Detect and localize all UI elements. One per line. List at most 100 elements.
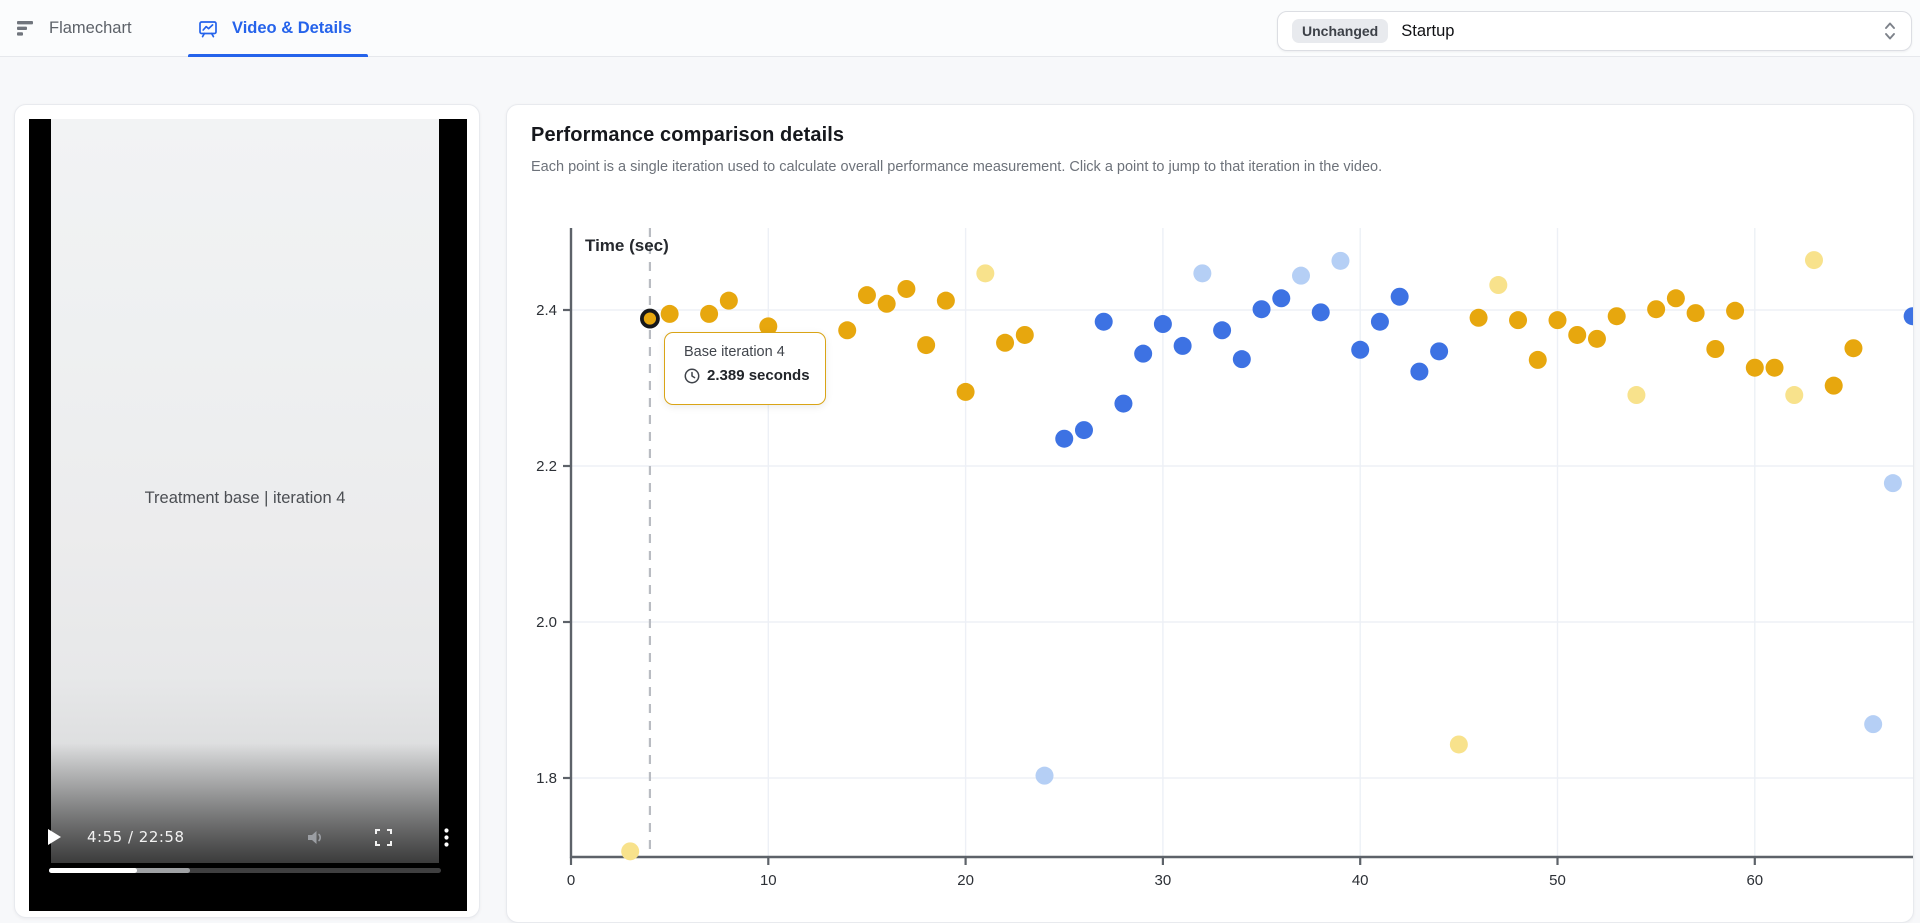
data-point-base[interactable] (1686, 304, 1705, 323)
data-point-treatment-outlier[interactable] (1331, 251, 1350, 270)
chevron-up-down-icon (1885, 22, 1895, 40)
data-point-base[interactable] (1015, 325, 1034, 344)
kebab-menu-icon[interactable] (444, 827, 449, 847)
point-tooltip: Base iteration 4 2.389 seconds (664, 332, 826, 405)
video-card: Treatment base | iteration 4 4:55 / 22:5… (14, 104, 480, 918)
flamechart-icon (17, 21, 33, 36)
data-point-base[interactable] (838, 321, 857, 340)
data-point-base[interactable] (1469, 308, 1488, 327)
video-screen: Treatment base | iteration 4 (51, 119, 439, 863)
data-point-base-outlier[interactable] (1785, 386, 1804, 405)
data-point-treatment[interactable] (1094, 312, 1113, 331)
data-point-treatment-outlier[interactable] (1292, 266, 1311, 285)
data-point-treatment[interactable] (1114, 394, 1133, 413)
data-point-treatment-outlier[interactable] (1883, 474, 1902, 493)
data-point-treatment[interactable] (1074, 421, 1093, 440)
tab-flamechart-label: Flamechart (49, 19, 132, 37)
data-point-base[interactable] (996, 333, 1015, 352)
data-point-base[interactable] (897, 279, 916, 298)
data-point-treatment[interactable] (1272, 289, 1291, 308)
x-tick-label: 10 (760, 872, 777, 889)
video-details-icon (199, 20, 217, 37)
data-point-base[interactable] (1666, 289, 1685, 308)
video-player[interactable]: Treatment base | iteration 4 4:55 / 22:5… (29, 119, 467, 911)
data-point-base-outlier[interactable] (1449, 735, 1468, 754)
data-point-base[interactable] (857, 286, 876, 305)
data-point-treatment[interactable] (1055, 429, 1074, 448)
data-point-base[interactable] (1844, 339, 1863, 358)
data-point-base[interactable] (936, 291, 955, 310)
data-point-base[interactable] (1765, 358, 1784, 377)
data-point-base-outlier[interactable] (976, 264, 995, 283)
x-tick-label: 50 (1549, 872, 1566, 889)
volume-muted-icon[interactable] (307, 829, 327, 846)
data-point-treatment[interactable] (1903, 307, 1914, 326)
data-point-base-outlier[interactable] (1489, 276, 1508, 295)
tooltip-title: Base iteration 4 (684, 344, 785, 360)
controls-gradient (51, 743, 439, 863)
details-card: Performance comparison details Each poin… (506, 104, 1914, 923)
comparison-selector[interactable]: Unchanged Startup (1277, 11, 1912, 51)
video-caption: Treatment base | iteration 4 (144, 489, 346, 507)
data-point-treatment[interactable] (1173, 336, 1192, 355)
data-point-treatment-outlier[interactable] (1864, 715, 1883, 734)
data-point-base[interactable] (700, 304, 719, 323)
data-point-base[interactable] (1726, 301, 1745, 320)
y-tick-label: 2.4 (536, 302, 557, 319)
data-point-base[interactable] (759, 317, 778, 336)
progress-played (49, 868, 138, 873)
data-point-treatment[interactable] (1311, 303, 1330, 322)
selector-value: Startup (1401, 21, 1455, 40)
tab-video-details-label: Video & Details (232, 19, 352, 37)
data-point-base[interactable] (1607, 307, 1626, 326)
fullscreen-button[interactable] (375, 828, 392, 846)
data-point-base[interactable] (1568, 325, 1587, 344)
data-point-treatment-outlier[interactable] (1193, 264, 1212, 283)
data-point-base[interactable] (1509, 311, 1528, 330)
y-tick-label: 2.0 (536, 614, 557, 631)
data-point-treatment[interactable] (1153, 315, 1172, 334)
page-title: Performance comparison details (531, 124, 845, 146)
data-point-base-outlier[interactable] (621, 842, 640, 861)
data-point-treatment[interactable] (1410, 362, 1429, 381)
active-tab-underline (188, 54, 368, 57)
x-tick-label: 60 (1746, 872, 1763, 889)
tab-flamechart[interactable]: Flamechart (16, 0, 132, 57)
data-point-base[interactable] (1587, 329, 1606, 348)
data-point-base[interactable] (660, 304, 679, 323)
data-point-treatment[interactable] (1390, 287, 1409, 306)
data-point-base[interactable] (1824, 376, 1843, 395)
x-tick-label: 0 (567, 872, 575, 889)
data-point-treatment[interactable] (1351, 340, 1370, 359)
selected-data-point[interactable] (640, 308, 660, 329)
data-point-base[interactable] (1647, 300, 1666, 319)
data-point-base-outlier[interactable] (1627, 386, 1646, 405)
data-point-base[interactable] (1745, 358, 1764, 377)
x-tick-label: 40 (1352, 872, 1369, 889)
performance-scatter-chart[interactable]: 2.4 2.2 2.0 1.8 0 10 20 30 40 50 60 Time (sec) (507, 105, 1914, 923)
data-point-base[interactable] (1548, 311, 1567, 330)
x-tick-label: 30 (1155, 872, 1172, 889)
tab-video-details[interactable]: Video & Details (198, 0, 352, 57)
data-point-base[interactable] (1528, 350, 1547, 369)
data-point-base[interactable] (877, 294, 896, 313)
data-point-treatment[interactable] (1430, 342, 1449, 361)
play-button[interactable] (47, 829, 61, 845)
page-subtitle: Each point is a single iteration used to… (531, 159, 1383, 175)
data-point-base[interactable] (917, 336, 936, 355)
data-point-base-outlier[interactable] (1804, 251, 1823, 270)
video-timestamp: 4:55 / 22:58 (87, 828, 185, 846)
data-point-treatment[interactable] (1232, 350, 1251, 369)
top-bar: Flamechart Video & Details Unchanged Sta… (0, 0, 1920, 57)
y-tick-label: 1.8 (536, 770, 557, 787)
data-point-base[interactable] (719, 291, 738, 310)
data-point-base[interactable] (1706, 340, 1725, 358)
data-point-base[interactable] (956, 382, 975, 401)
data-point-treatment[interactable] (1370, 312, 1389, 331)
data-point-treatment[interactable] (1134, 344, 1153, 363)
data-point-treatment[interactable] (1213, 321, 1232, 340)
clock-icon (684, 368, 700, 383)
data-point-treatment[interactable] (1252, 300, 1271, 319)
data-point-treatment-outlier[interactable] (1035, 766, 1054, 785)
video-progress-bar[interactable] (49, 868, 441, 873)
